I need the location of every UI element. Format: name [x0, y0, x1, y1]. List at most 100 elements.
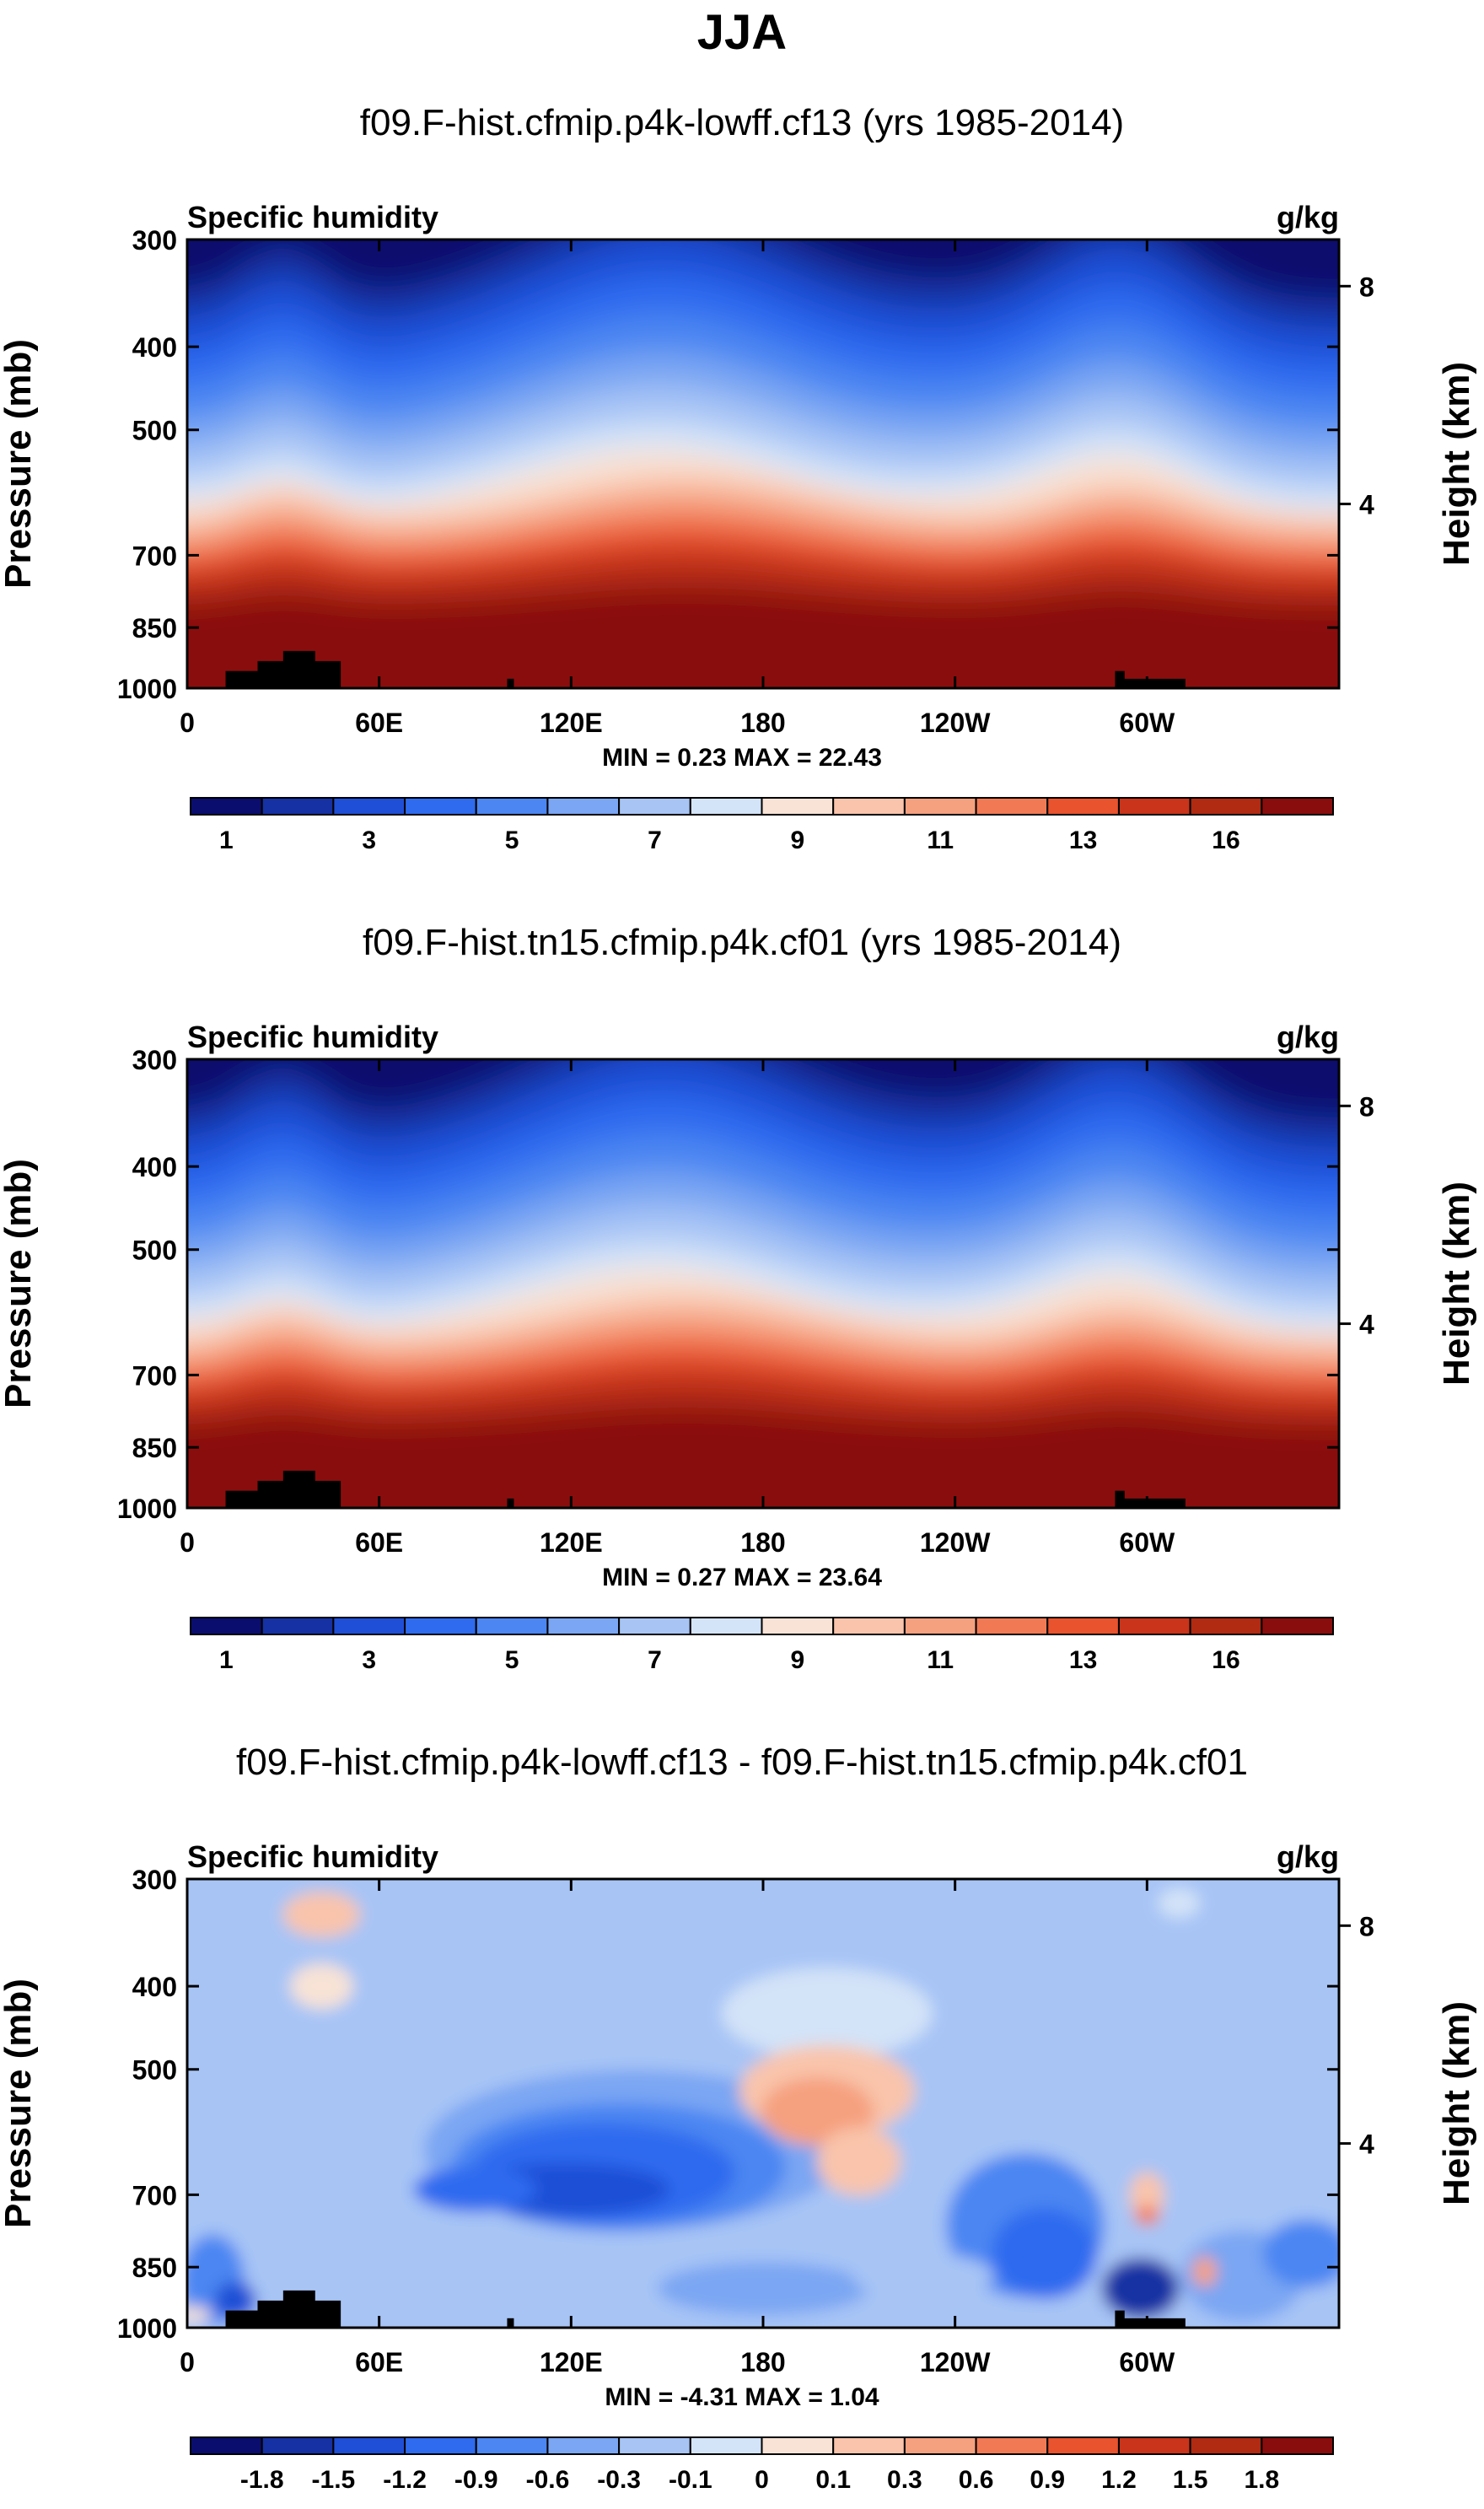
colorbar-swatch: [832, 797, 906, 816]
panel-3: f09.F-hist.cfmip.p4k-lowff.cf13 - f09.F-…: [0, 1742, 1477, 2494]
figure-title: JJA: [697, 5, 787, 60]
level-band: [761, 2077, 874, 2146]
colorbar: 1 3 5 7 9 11 13 16: [190, 1617, 1334, 1674]
y-tick-label: 300: [132, 225, 177, 256]
x-tick-label: 60E: [355, 1527, 403, 1558]
colorbar-swatch: [1261, 2436, 1334, 2455]
variable-label: Specific humidity: [187, 200, 438, 234]
colorbar-swatch: [261, 797, 335, 816]
units-label: g/kg: [1277, 1839, 1339, 1874]
y-tick-label: 700: [132, 2180, 177, 2210]
colorbar-swatch: [689, 797, 763, 816]
colorbar-swatch: [475, 2436, 549, 2455]
colorbar-swatch: [761, 797, 835, 816]
level-band: [1129, 2172, 1165, 2218]
panel-1: f09.F-hist.cfmip.p4k-lowff.cf13 (yrs 198…: [0, 102, 1477, 854]
colorbar-swatch: [332, 1617, 406, 1635]
level-band: [187, 1407, 1339, 1508]
colorbar-swatch: [1117, 1617, 1191, 1635]
colorbar-label: 13: [1069, 826, 1097, 854]
colorbar-swatch: [689, 2436, 763, 2455]
y-tick-label: 300: [132, 1865, 177, 1895]
y-tick-label: 500: [132, 2055, 177, 2086]
colorbar-label: -1.8: [240, 2466, 284, 2494]
colorbar-label: -0.9: [454, 2466, 498, 2494]
level-band: [992, 2208, 1098, 2300]
level-band: [187, 587, 1339, 688]
panel-title: f09.F-hist.cfmip.p4k-lowff.cf13 (yrs 198…: [360, 102, 1124, 143]
level-band: [187, 2307, 212, 2323]
units-label: g/kg: [1277, 200, 1339, 234]
x-tick-label: 120E: [540, 708, 603, 738]
level-band: [1262, 2219, 1339, 2288]
level-band: [657, 2261, 869, 2315]
colorbar-swatch: [975, 797, 1049, 816]
units-label: g/kg: [1277, 1020, 1339, 1054]
colorbar-label: 11: [927, 1646, 954, 1674]
y-axis-label: Pressure (mb): [0, 1979, 39, 2228]
topography-andes: [1115, 670, 1186, 688]
x-tick-label: 120W: [920, 708, 991, 738]
colorbar-swatch: [404, 2436, 477, 2455]
colorbar-swatch: [546, 1617, 621, 1635]
y-tick-label: 1000: [117, 674, 177, 704]
colorbar-label: 9: [791, 1646, 805, 1674]
colorbar-swatch: [975, 2436, 1049, 2455]
y2-tick-label: 8: [1359, 272, 1374, 302]
variable-label: Specific humidity: [187, 1020, 438, 1054]
x-tick-label: 180: [740, 1527, 785, 1558]
y2-axis-label: Height (km): [1436, 1182, 1477, 1386]
colorbar-label: 0.6: [959, 2466, 994, 2494]
colorbar-swatch: [332, 2436, 406, 2455]
colorbar-label: 11: [927, 826, 954, 854]
colorbar-label: 3: [362, 1646, 376, 1674]
level-band: [282, 1892, 361, 1938]
colorbar-swatch: [1189, 1617, 1263, 1635]
humidity-field-1: [187, 1059, 1339, 1508]
panel-title: f09.F-hist.tn15.cfmip.p4k.cf01 (yrs 1985…: [363, 922, 1121, 963]
minmax-label: MIN = 0.23 MAX = 22.43: [602, 744, 882, 772]
plot-area: [187, 1879, 1339, 2328]
y-tick-label: 700: [132, 541, 177, 571]
colorbar-swatch: [689, 1617, 763, 1635]
colorbar-label: 5: [505, 1646, 519, 1674]
topography-marker: [507, 678, 514, 688]
colorbar-swatch: [618, 797, 691, 816]
y-tick-label: 400: [132, 1972, 177, 2002]
colorbar-label: 1: [219, 826, 234, 854]
colorbar-swatch: [1117, 2436, 1191, 2455]
y-tick-label: 850: [132, 2253, 177, 2283]
colorbar-swatch: [761, 1617, 835, 1635]
x-tick-label: 0: [180, 1527, 195, 1558]
colorbar-swatch: [761, 2436, 835, 2455]
x-tick-label: 180: [740, 708, 785, 738]
level-band: [1101, 2258, 1180, 2319]
colorbar-label: 16: [1212, 1646, 1239, 1674]
colorbar-label: 7: [648, 1646, 662, 1674]
x-tick-label: 180: [740, 2347, 785, 2377]
level-band: [213, 2281, 256, 2320]
colorbar-swatch: [1046, 1617, 1120, 1635]
colorbar-swatch: [404, 1617, 477, 1635]
level-band: [721, 1968, 933, 2059]
humidity-field-0: [187, 240, 1339, 688]
level-band: [1134, 2205, 1159, 2226]
colorbar-swatch: [404, 797, 477, 816]
topography-andes: [1115, 2310, 1186, 2328]
colorbar-swatch: [903, 1617, 977, 1635]
y2-tick-label: 8: [1359, 1911, 1374, 1941]
y-tick-label: 1000: [117, 1494, 177, 1524]
colorbar-label: 1.5: [1173, 2466, 1208, 2494]
colorbar-swatch: [332, 797, 406, 816]
colorbar-swatch: [1046, 2436, 1120, 2455]
y-tick-label: 400: [132, 1152, 177, 1182]
minmax-label: MIN = -4.31 MAX = 1.04: [605, 2383, 879, 2411]
y2-tick-label: 4: [1359, 490, 1374, 520]
level-band: [852, 2253, 994, 2299]
topography-marker: [507, 1498, 514, 1508]
colorbar-label: 1: [219, 1646, 234, 1674]
y-axis-label: Pressure (mb): [0, 1159, 39, 1408]
colorbar-swatch: [190, 1617, 263, 1635]
colorbar-swatch: [1189, 2436, 1263, 2455]
